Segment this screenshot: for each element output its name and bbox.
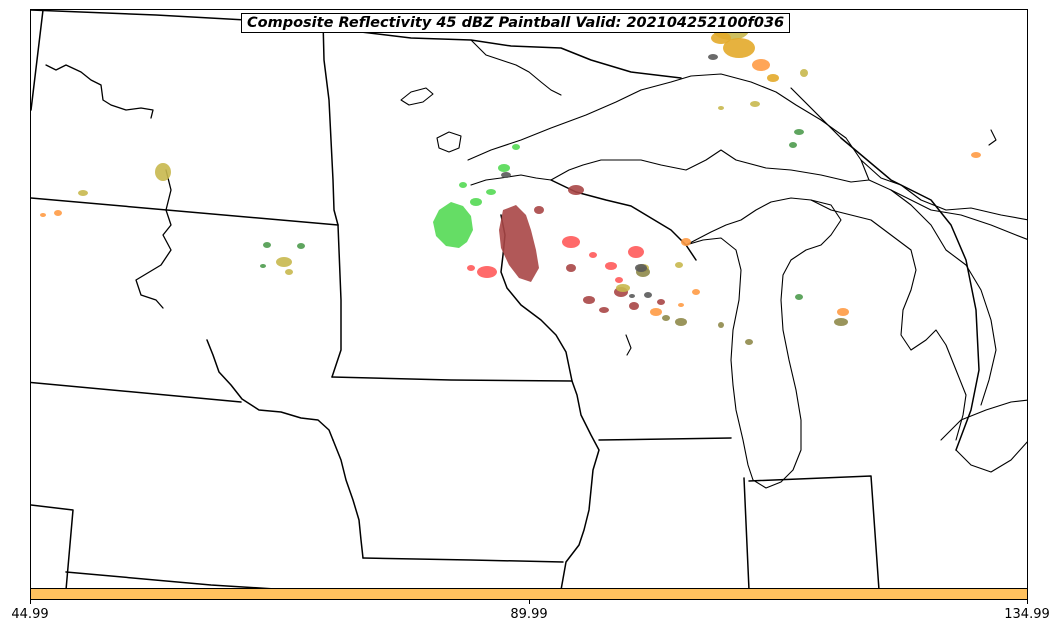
lake-huron-line [790,87,842,139]
colorbar-tick-label-mid: 89.99 [510,607,548,622]
colorbar [30,588,1028,600]
storm-cluster-gray [501,54,718,298]
missouri-river-sd [135,169,172,309]
state-border-sd-mn [331,224,342,378]
state-border-mt-nd [31,10,44,111]
lake-michigan-shore [685,197,842,489]
storm-cluster-red [467,236,644,283]
mi-lake-1 [988,129,997,146]
state-border-ia-ne [332,439,364,559]
colorbar-tick-label-min: 44.99 [11,607,49,622]
reflectivity-paintball [40,20,981,345]
wi-lake-1 [625,334,632,356]
lake-erie-shore [955,441,1027,473]
lake-erie-north [940,399,1027,441]
missouri-river-nd [45,64,154,119]
state-border-mt-wy [31,381,242,403]
state-border-sd-ne [206,339,334,441]
lake-of-the-woods [470,39,562,96]
state-border-mn-ia [331,376,573,382]
storm-cluster-darkolive [636,267,848,345]
state-border-ne-ks [65,571,272,588]
state-border-nd-mn [322,19,339,226]
storm-cluster-orange [40,59,981,316]
state-border-il-in [743,477,750,588]
map-boundaries [31,10,1027,588]
state-border-ia-mo [362,557,564,563]
lake-superior-shore [467,73,870,186]
state-border-mississippi [560,380,600,588]
state-border-in-oh [748,475,880,588]
lake-island-1 [400,87,434,106]
colorbar-tick-right [1027,600,1028,604]
map-canvas [31,10,1027,588]
storm-cluster-gold [711,32,779,82]
storm-cluster-darkgreen [260,129,804,300]
storm-cluster-olive [78,20,808,292]
michigan-lower-peninsula [810,199,967,441]
state-border-wi-il [598,437,732,441]
colorbar-tick-left [30,600,31,604]
map-frame [30,9,1028,589]
state-border-nd-sd [31,197,339,226]
red-lake [436,131,462,153]
state-border-wy-ne [31,504,74,588]
map-title: Composite Reflectivity 45 dBZ Paintball … [241,13,791,33]
colorbar-tick-mid [529,600,530,604]
international-border-east [840,137,980,451]
ontario-coast [860,159,1027,221]
lake-huron-shore [868,179,997,406]
georgian-bay-shore [890,189,1027,240]
colorbar-tick-label-max: 134.99 [1004,607,1050,622]
storm-cluster-green [433,144,520,248]
